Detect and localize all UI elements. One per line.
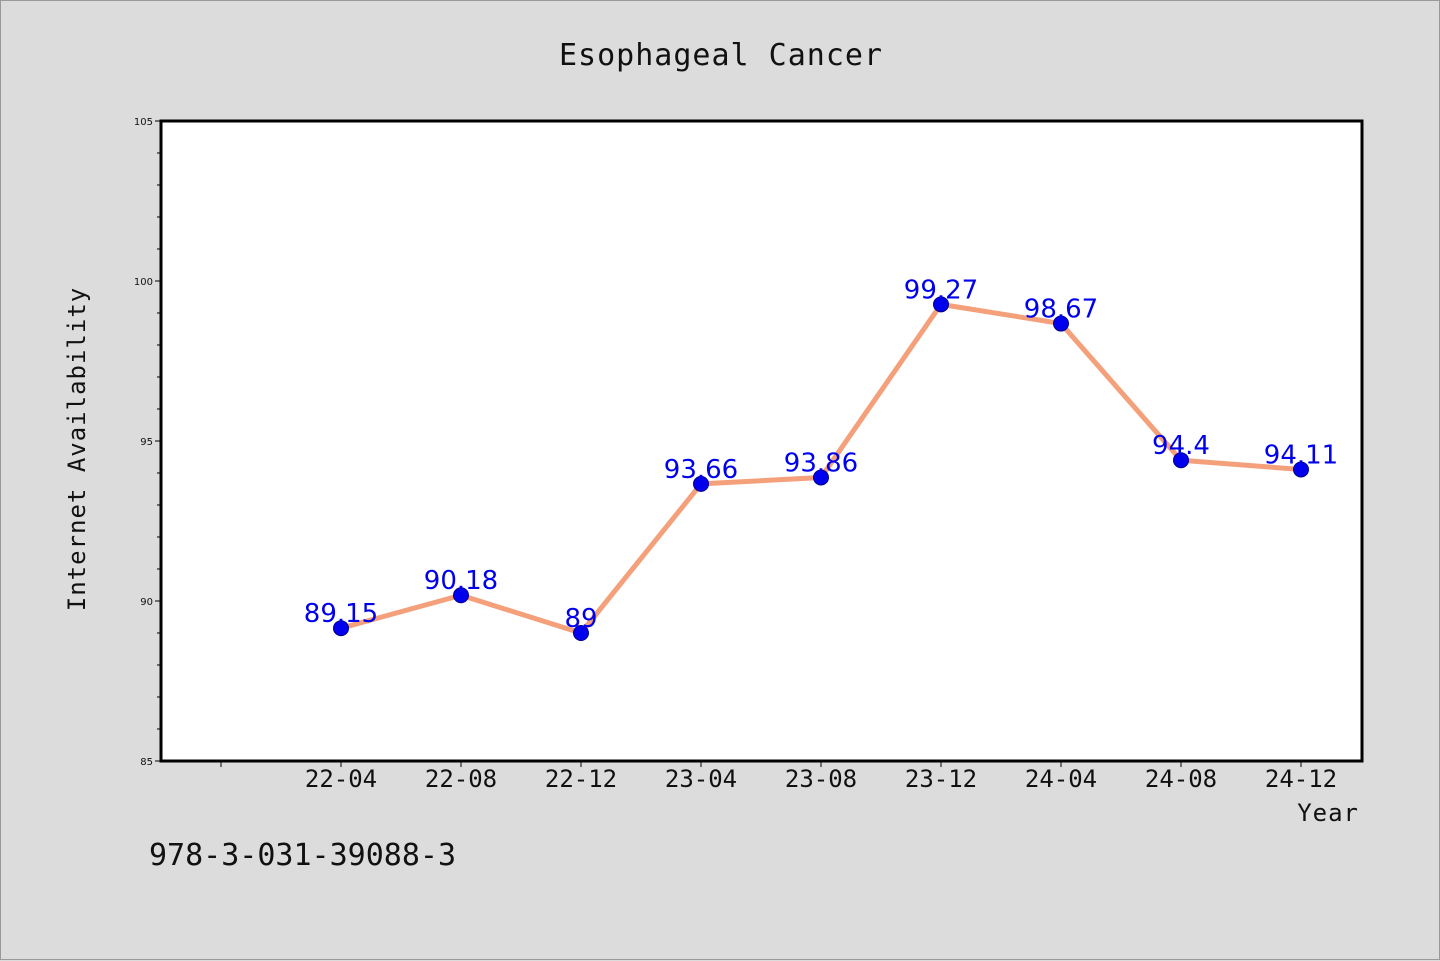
- data-point: [813, 469, 829, 486]
- x-tick-label: 22-12: [545, 765, 617, 793]
- x-axis-label: Year: [1297, 799, 1359, 827]
- data-point: [933, 296, 949, 313]
- data-label: 99.27: [904, 275, 978, 305]
- data-label: 94.4: [1152, 431, 1210, 461]
- data-label: 89.15: [304, 599, 378, 629]
- x-tick-label: 24-08: [1145, 765, 1217, 793]
- data-point: [573, 625, 589, 641]
- y-tick-label: 100: [134, 277, 153, 288]
- data-label: 90.18: [424, 566, 498, 596]
- data-label: 94.11: [1264, 440, 1338, 470]
- y-tick-label: 105: [134, 117, 153, 128]
- x-tick-label: 24-12: [1265, 765, 1337, 793]
- x-axis: 22-04 22-08 22-12 23-04 23-08 23-12 24-04 24-08…: [220, 761, 1337, 793]
- series-group: 89.15 90.18 89 93.66 93.86 99.27 98.67 94.4 94.1…: [304, 275, 1338, 641]
- x-tick-label: 23-04: [665, 765, 737, 793]
- x-tick-label: 22-04: [305, 765, 377, 793]
- y-axis: 85 90 95 100 105: [134, 117, 161, 768]
- data-point: [693, 475, 709, 492]
- x-tick-label: 23-08: [785, 765, 857, 793]
- data-label: 98.67: [1024, 295, 1098, 325]
- data-point: [1173, 452, 1189, 469]
- chart-title: Esophageal Cancer: [559, 38, 883, 73]
- y-axis-label: Internet Availability: [63, 287, 91, 611]
- data-point: [333, 620, 349, 637]
- x-tick-label: 23-12: [905, 765, 977, 793]
- x-tick-label: 22-08: [425, 765, 497, 793]
- data-point: [453, 587, 469, 604]
- y-tick-label: 85: [140, 757, 153, 768]
- x-tick-label: 24-04: [1025, 765, 1097, 793]
- y-tick-label: 95: [140, 437, 153, 448]
- isbn-footer: 978-3-031-39088-3: [149, 838, 456, 873]
- data-point: [1053, 315, 1069, 332]
- data-point: [1293, 461, 1309, 478]
- data-label: 89: [564, 604, 597, 634]
- y-tick-label: 90: [140, 597, 153, 608]
- data-label: 93.86: [784, 448, 858, 478]
- data-label: 93.66: [664, 455, 738, 485]
